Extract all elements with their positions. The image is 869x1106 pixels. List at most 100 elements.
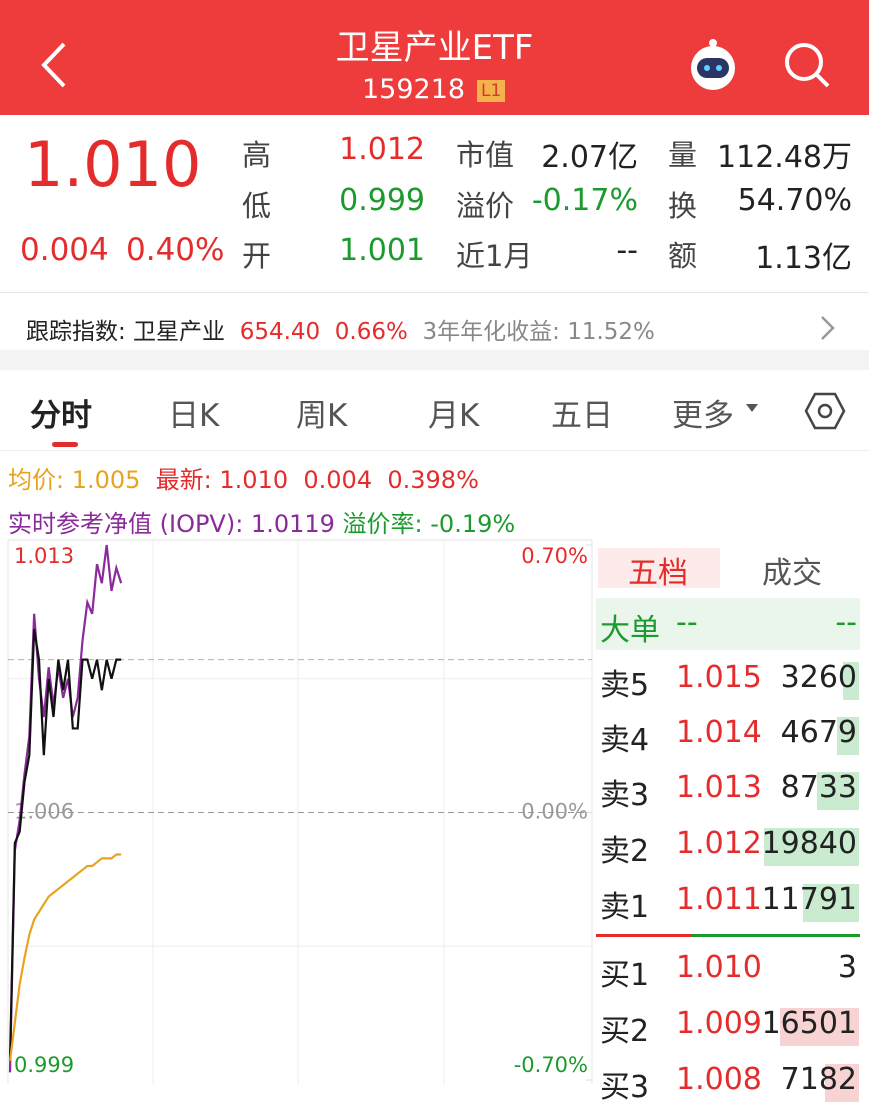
price-line [8, 853, 122, 1062]
y2-tick-label: 0.70% [521, 544, 588, 568]
book-label: 卖3 [600, 778, 650, 813]
book-label: 买3 [600, 1070, 650, 1105]
book-price: 1.008 [676, 1062, 762, 1097]
book-volume: 7182 [780, 1062, 857, 1097]
stat-label: 低 [242, 189, 272, 223]
book-label: 卖4 [600, 723, 650, 758]
big-order-bg [596, 598, 860, 650]
tab[interactable]: 月K [428, 398, 480, 434]
avg-price: 均价: 1.005 [8, 466, 141, 494]
price-line [8, 628, 122, 1061]
stat-value: 2.07亿 [541, 140, 638, 175]
y-tick-label: 1.006 [14, 800, 74, 824]
volume-bar [764, 828, 859, 866]
book-volume: 11791 [761, 882, 857, 917]
book-volume: 3 [837, 950, 857, 985]
book-price: 1.011 [676, 882, 762, 917]
annual-return: 3年年化收益: 11.52% [422, 319, 655, 345]
iopv: 实时参考净值 (IOPV): 1.0119 [8, 510, 335, 538]
stat-value: 1.001 [339, 233, 425, 268]
book-volume: 8733 [780, 770, 857, 805]
stat-label: 市值 [456, 138, 515, 172]
back-button[interactable] [36, 40, 70, 90]
stat-value: 112.48万 [717, 140, 852, 175]
book-tab[interactable]: 五档 [628, 556, 688, 591]
tab-indicator [52, 442, 78, 447]
book-price: 1.014 [676, 715, 762, 750]
separator [0, 350, 869, 370]
divider [0, 292, 869, 293]
dropdown-caret [746, 404, 758, 412]
book-divider-sell [596, 934, 692, 937]
tracking-change: 0.66% [334, 319, 408, 345]
chart-frame [7, 539, 593, 1084]
stat-value: -- [616, 233, 638, 268]
divider [0, 450, 869, 451]
info-line: 均价: 1.005 最新: 1.010 0.004 0.398% [8, 460, 479, 495]
y2-tick-label: -0.70% [514, 1053, 588, 1077]
stat-value: 1.012 [339, 132, 425, 167]
stat-value: 0.999 [339, 183, 425, 218]
book-volume: 3260 [780, 660, 857, 695]
volume-bar [802, 884, 859, 922]
tab[interactable]: 周K [296, 398, 348, 434]
title: 卫星产业ETF [335, 28, 534, 68]
badge: L1 [477, 80, 506, 102]
book-label: 买2 [600, 1014, 650, 1049]
volume-bar [780, 1008, 859, 1046]
book-tab[interactable]: 成交 [762, 556, 822, 591]
stat-label: 溢价 [456, 189, 515, 223]
stat-label: 开 [242, 239, 272, 273]
tracking-value: 654.40 [239, 319, 321, 345]
book-label: 卖5 [600, 668, 650, 703]
book-label: 卖2 [600, 834, 650, 869]
settings-button[interactable] [804, 390, 846, 432]
stat-value: 54.70% [737, 183, 852, 218]
volume-bar [817, 772, 859, 810]
change: 0.004 [20, 232, 109, 268]
stat-label: 量 [668, 138, 698, 172]
stat-value: 1.13亿 [755, 241, 852, 276]
tab[interactable]: 五日 [551, 398, 613, 434]
book-label: 卖1 [600, 890, 650, 925]
stat-value: -0.17% [531, 183, 638, 218]
chevron [821, 316, 835, 340]
tab[interactable]: 分时 [30, 398, 92, 434]
assistant-icon[interactable] [684, 38, 742, 92]
change-pct: 0.40% [126, 232, 225, 268]
big-order-label: 大单 [600, 613, 660, 648]
stat-label: 换 [668, 189, 698, 223]
book-volume: 19840 [761, 826, 857, 861]
tracking-row[interactable]: 跟踪指数: 卫星产业 654.40 0.66% 3年年化收益: 11.52% [26, 312, 655, 346]
tab[interactable]: 日K [168, 398, 220, 434]
premium: 溢价率: -0.19% [342, 510, 516, 538]
latest-change: 0.004 [303, 466, 373, 494]
book-price: 1.010 [676, 950, 762, 985]
book-price: 1.012 [676, 826, 762, 861]
big-order-buy: -- [676, 605, 698, 640]
info-line: 实时参考净值 (IOPV): 1.0119 溢价率: -0.19% [8, 504, 515, 539]
latest-pct: 0.398% [387, 466, 479, 494]
book-price: 1.009 [676, 1006, 762, 1041]
stat-label: 额 [668, 239, 698, 273]
big-order-sell: -- [835, 605, 857, 640]
tab[interactable]: 更多 [672, 398, 734, 434]
book-volume: 16501 [761, 1006, 857, 1041]
header: 卫星产业ETF 159218 L1 [0, 0, 869, 115]
y-tick-label: 0.999 [14, 1053, 74, 1077]
y-tick-label: 1.013 [14, 544, 74, 568]
last-price: 1.010 [24, 128, 202, 201]
stat-label: 高 [242, 138, 272, 172]
stat-label: 近1月 [456, 239, 533, 273]
book-price: 1.015 [676, 660, 762, 695]
tracking-label: 跟踪指数: 卫星产业 [26, 319, 226, 345]
price-line [8, 544, 123, 1073]
book-tab-bg [598, 548, 720, 588]
book-price: 1.013 [676, 770, 762, 805]
latest: 最新: 1.010 [155, 466, 289, 494]
code: 159218 [362, 74, 466, 105]
search-button[interactable] [782, 40, 832, 90]
y2-tick-label: 0.00% [521, 800, 588, 824]
